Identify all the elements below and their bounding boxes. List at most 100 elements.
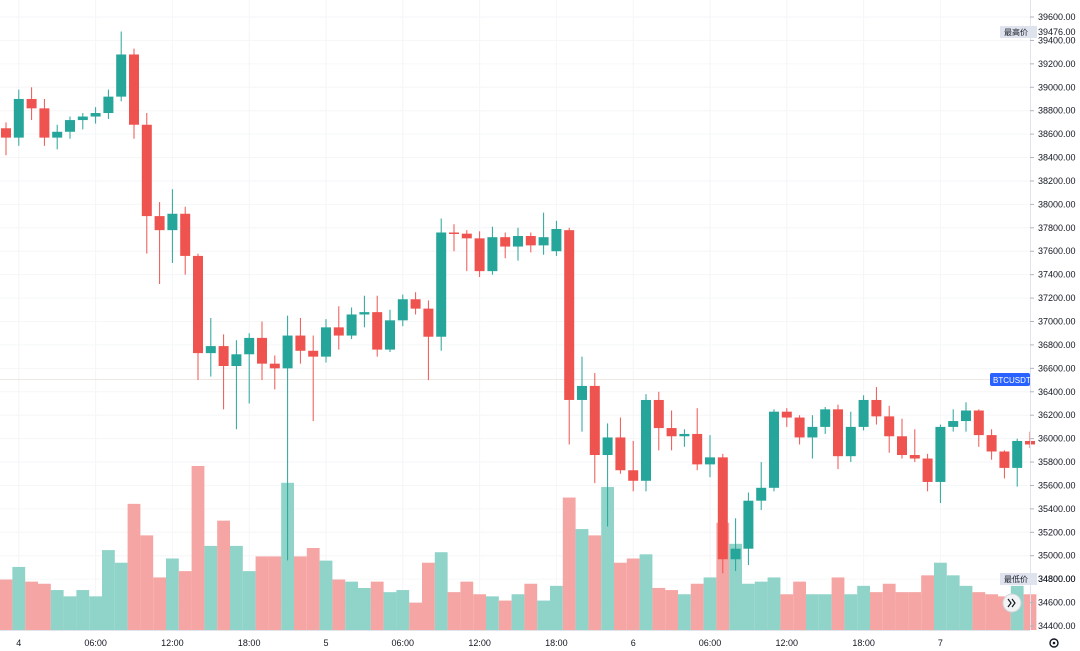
candle-body xyxy=(321,327,331,357)
volume-bar xyxy=(76,590,90,630)
candle xyxy=(641,394,651,492)
candle xyxy=(577,356,587,432)
volume-bar xyxy=(217,520,230,630)
gear-icon xyxy=(1049,638,1059,648)
y-tick-label: 35400.00 xyxy=(1038,504,1076,514)
candle xyxy=(13,89,24,146)
candle xyxy=(871,387,882,425)
candle xyxy=(26,87,37,121)
candle xyxy=(999,450,1010,479)
volume-bar xyxy=(140,535,154,630)
candle xyxy=(397,294,408,327)
candle xyxy=(116,31,127,102)
x-tick-label: 18:00 xyxy=(852,638,875,648)
candle xyxy=(1,122,11,156)
candle xyxy=(756,462,767,511)
candle-body xyxy=(26,98,37,109)
y-tick-label: 37400.00 xyxy=(1038,270,1076,280)
y-tick-label: 35600.00 xyxy=(1038,480,1076,490)
candle-body xyxy=(461,233,472,239)
candle-body xyxy=(90,113,101,117)
symbol-label: BTCUSDT xyxy=(993,376,1031,385)
candle-body xyxy=(52,131,63,138)
candle-body xyxy=(257,337,267,364)
volume-bar xyxy=(102,550,115,630)
x-tick-label: 12:00 xyxy=(776,638,799,648)
candle-body xyxy=(513,236,523,247)
candle xyxy=(615,417,626,474)
scroll-to-realtime-button[interactable] xyxy=(1002,593,1022,613)
candle-body xyxy=(487,237,498,272)
candle xyxy=(385,309,395,352)
candle-body xyxy=(474,238,485,272)
candle-body xyxy=(999,451,1010,468)
volume-bar xyxy=(754,581,768,630)
time-axis[interactable]: 4 06:00 12:00 18:00 5 06:00 12:00 18:00 6 06:00 12… xyxy=(16,638,943,648)
x-tick-label: 12:00 xyxy=(468,638,491,648)
x-tick-label: 06:00 xyxy=(392,638,415,648)
candle xyxy=(52,124,63,150)
candle-body xyxy=(871,399,882,417)
candle xyxy=(65,116,75,139)
price-axis[interactable]: 34400.00 34600.00 34800.00 35000.00 35200.00… xyxy=(1030,12,1076,631)
volume-bar xyxy=(575,529,589,630)
candle-body xyxy=(692,433,703,465)
candle xyxy=(589,373,600,484)
candle-body xyxy=(653,399,664,429)
candle-body xyxy=(1,128,11,138)
candle-body xyxy=(769,411,779,488)
chart-settings-button[interactable] xyxy=(1049,638,1059,648)
candle-body xyxy=(705,457,715,465)
low-price-value: 34800.00 xyxy=(1038,574,1076,584)
volume-bar xyxy=(255,556,269,630)
high-price-value: 39476.00 xyxy=(1038,27,1076,37)
volume-bar xyxy=(473,594,486,630)
candle xyxy=(1012,438,1023,487)
candle-body xyxy=(385,320,395,350)
candle-body xyxy=(820,409,831,427)
volume-bar xyxy=(806,594,819,630)
candle-body xyxy=(449,232,459,234)
candle xyxy=(909,429,920,463)
candle xyxy=(666,410,677,451)
low-price-label: 最低价 xyxy=(1004,574,1028,584)
volume-bar xyxy=(818,594,832,630)
y-tick-label: 35000.00 xyxy=(1038,551,1076,561)
volume-bar xyxy=(626,558,640,630)
volume-bar xyxy=(204,545,218,630)
y-tick-label: 39400.00 xyxy=(1038,35,1076,45)
candle xyxy=(90,107,101,124)
candle xyxy=(487,226,498,275)
volume-bar xyxy=(921,575,934,630)
y-tick-label: 36200.00 xyxy=(1038,410,1076,420)
candle-body xyxy=(500,237,511,247)
volume-bar xyxy=(486,596,499,630)
candle-body xyxy=(333,327,344,336)
candle xyxy=(282,315,293,561)
volume-bars xyxy=(0,466,1037,630)
volume-bar xyxy=(614,562,627,630)
volume-bar xyxy=(114,562,128,630)
candle-body xyxy=(269,363,280,369)
volume-bar xyxy=(742,583,755,630)
candle-body xyxy=(884,416,895,437)
volume-bar xyxy=(511,594,525,630)
candle xyxy=(897,418,907,459)
candle-body xyxy=(935,426,946,482)
volume-bar xyxy=(946,575,960,630)
candle xyxy=(154,202,165,285)
volume-bar xyxy=(870,592,883,630)
volume-bar xyxy=(652,587,666,630)
volume-bar xyxy=(38,583,51,630)
volume-bar xyxy=(882,583,896,630)
candle xyxy=(218,334,229,410)
grid-lines xyxy=(0,0,1030,630)
volume-bar xyxy=(332,579,346,630)
candle xyxy=(551,220,562,256)
y-tick-label: 37000.00 xyxy=(1038,317,1076,327)
candle-body xyxy=(39,108,50,138)
candle xyxy=(845,411,856,463)
candle xyxy=(193,253,203,381)
volume-bar xyxy=(230,545,243,630)
